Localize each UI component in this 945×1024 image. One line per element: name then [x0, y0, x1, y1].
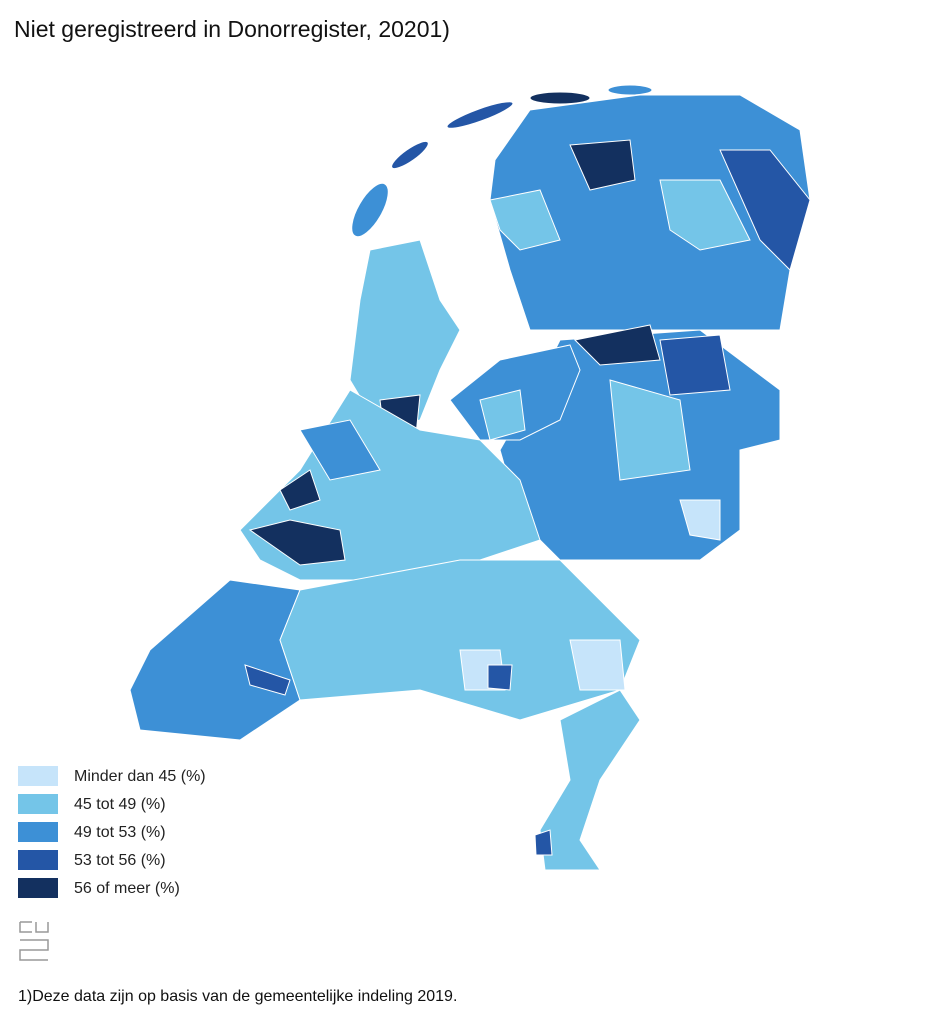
region	[719, 149, 811, 271]
title: Niet geregistreerd in Donorregister, 202…	[14, 16, 450, 42]
region	[299, 419, 381, 481]
cbs-logo	[19, 921, 49, 961]
legend-label: 53 tot 56 (%)	[74, 852, 166, 869]
region	[569, 139, 636, 191]
map	[129, 84, 811, 871]
footnote: 1)Deze data zijn op basis van de gemeent…	[18, 988, 458, 1005]
region	[479, 389, 526, 441]
legend-swatch	[18, 794, 58, 814]
legend-swatch	[18, 878, 58, 898]
region	[487, 664, 513, 691]
region	[244, 664, 291, 696]
legend-swatch	[18, 766, 58, 786]
region	[489, 189, 561, 251]
island	[607, 84, 653, 96]
legend-label: 56 of meer (%)	[74, 880, 180, 897]
region	[659, 334, 731, 396]
region	[248, 519, 346, 566]
region	[279, 469, 321, 511]
island	[529, 91, 591, 105]
legend-label: 49 tot 53 (%)	[74, 824, 166, 841]
region-limburg	[539, 689, 641, 871]
region-noord-holland	[349, 239, 461, 431]
region	[573, 324, 661, 366]
region	[569, 639, 626, 691]
legend: Minder dan 45 (%) 45 tot 49 (%) 49 tot 53 …	[18, 766, 206, 898]
region	[534, 829, 553, 856]
legend-swatch	[18, 850, 58, 870]
island	[351, 182, 389, 238]
region	[659, 179, 751, 251]
region-zeeland	[129, 579, 301, 741]
island	[391, 140, 429, 170]
island	[446, 101, 514, 129]
region	[679, 499, 721, 541]
legend-label: 45 tot 49 (%)	[74, 796, 166, 813]
legend-swatch	[18, 822, 58, 842]
region	[609, 379, 691, 481]
legend-label: Minder dan 45 (%)	[74, 768, 206, 785]
